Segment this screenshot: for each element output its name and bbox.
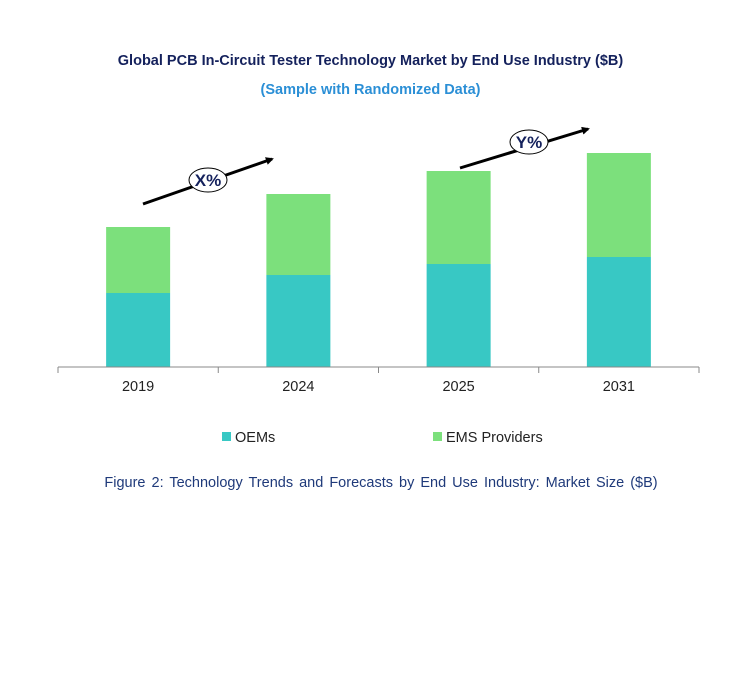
bar-ems-providers-2019 bbox=[106, 227, 171, 293]
bar-ems-providers-2025 bbox=[426, 171, 491, 264]
x-tick-label: 2019 bbox=[122, 379, 154, 395]
chart-subtitle: (Sample with Randomized Data) bbox=[260, 82, 481, 98]
bar-ems-providers-2031 bbox=[586, 153, 651, 257]
legend-label: OEMs bbox=[235, 430, 275, 446]
bar-oems-2019 bbox=[106, 293, 171, 367]
figure-caption: Figure 2: Technology Trends and Forecast… bbox=[104, 475, 658, 491]
legend-swatch-1 bbox=[433, 432, 442, 441]
growth-label: Y% bbox=[516, 133, 542, 152]
growth-label-bubble bbox=[509, 129, 549, 155]
bar-ems-providers-2024 bbox=[266, 194, 331, 275]
legend-swatch-0 bbox=[222, 432, 231, 441]
x-tick-label: 2031 bbox=[603, 379, 635, 395]
bar-oems-2024 bbox=[266, 275, 331, 367]
legend-label: EMS Providers bbox=[446, 430, 543, 446]
chart-title: Global PCB In-Circuit Tester Technology … bbox=[117, 53, 624, 69]
bar-oems-2031 bbox=[586, 257, 651, 367]
growth-label: X% bbox=[195, 171, 221, 190]
x-tick-label: 2024 bbox=[282, 379, 314, 395]
growth-label-bubble bbox=[188, 167, 228, 193]
bar-oems-2025 bbox=[426, 264, 491, 367]
x-tick-label: 2025 bbox=[442, 379, 474, 395]
